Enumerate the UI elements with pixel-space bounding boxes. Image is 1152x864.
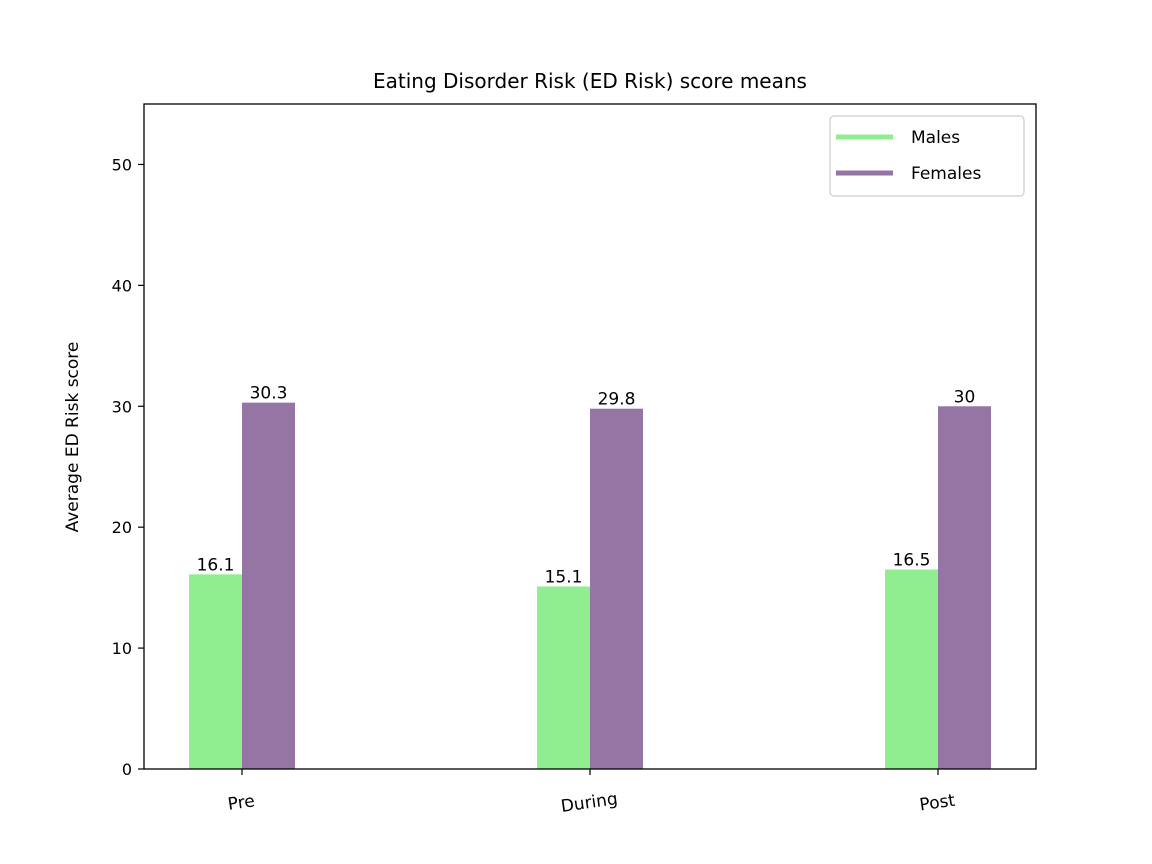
value-label-females-pre: 30.3 (250, 384, 288, 404)
bar-males-pre (189, 574, 242, 769)
value-label-males-post: 16.5 (893, 551, 931, 571)
bar-females-pre (242, 402, 295, 769)
y-tick-label: 10 (112, 639, 132, 658)
value-label-females-during: 29.8 (598, 390, 636, 410)
y-tick-label: 30 (112, 397, 132, 416)
chart-title: Eating Disorder Risk (ED Risk) score mea… (373, 69, 807, 93)
x-tick-label-post: Post (918, 791, 956, 816)
x-tick-label-pre: Pre (227, 791, 257, 815)
value-label-males-pre: 16.1 (197, 555, 235, 575)
x-tick-label-during: During (560, 789, 619, 817)
y-tick-label: 50 (112, 155, 132, 174)
bar-males-during (537, 586, 590, 769)
legend-label-males: Males (911, 128, 960, 148)
bar-females-post (938, 406, 991, 769)
y-tick-label: 40 (112, 276, 132, 295)
y-tick-label: 20 (112, 518, 132, 537)
y-axis: 0 10 20 30 40 50 (112, 155, 144, 779)
legend: Males Females (829, 115, 1025, 197)
bar-females-during (590, 408, 643, 769)
x-axis: Pre During Post (227, 769, 957, 817)
y-axis-label: Average ED Risk score (63, 342, 83, 533)
bar-males-post (885, 569, 938, 769)
legend-label-females: Females (911, 164, 981, 184)
plot-frame (143, 103, 1037, 770)
value-label-females-post: 30 (954, 387, 976, 407)
value-labels-group: 16.1 15.1 16.5 30.3 29.8 30 (197, 384, 976, 588)
y-tick-label: 0 (122, 760, 132, 779)
bars-group (189, 402, 991, 769)
value-label-males-during: 15.1 (545, 567, 583, 587)
